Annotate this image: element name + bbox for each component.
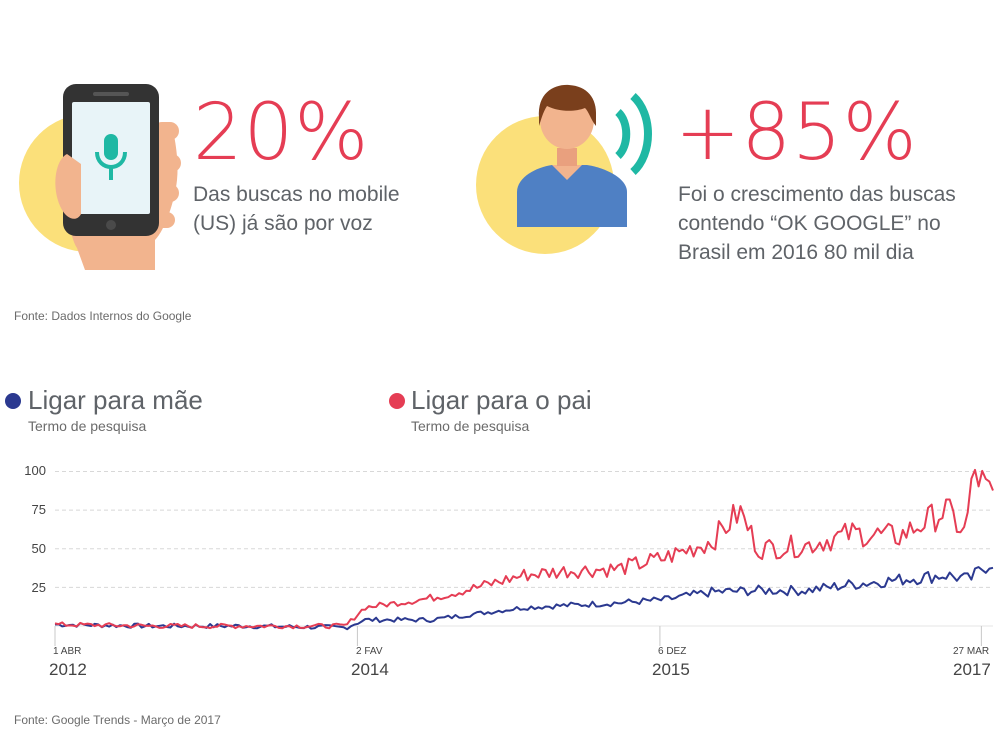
x-tick-day: 2 FAV (356, 646, 383, 657)
person-illustration (476, 84, 652, 254)
thumb (55, 154, 81, 219)
series-line-pai (54, 468, 994, 630)
x-tick-day: 27 MAR (953, 646, 990, 657)
stat-mobile-voice-value: 20% (193, 88, 370, 178)
stat-ok-google-desc-line: Brasil em 2016 80 mil dia (678, 241, 914, 264)
source-bottom: Fonte: Google Trends - Março de 2017 (14, 713, 221, 727)
y-tick-label: 75 (31, 502, 46, 517)
microphone-icon (95, 134, 127, 180)
legend-dot-mae (5, 393, 21, 409)
phone-illustration (19, 84, 181, 270)
trends-chart (54, 468, 994, 646)
source-top: Fonte: Dados Internos do Google (14, 309, 192, 323)
sound-waves-icon (614, 93, 652, 175)
x-tick-day: 1 ABR (53, 646, 82, 657)
x-tick-year: 2014 (351, 660, 389, 679)
x-tick-year: 2015 (652, 660, 690, 679)
y-tick-label: 25 (31, 580, 46, 595)
legend-sub-mae: Termo de pesquisa (28, 418, 147, 434)
series-line-mae (54, 566, 994, 631)
stat-ok-google-value: +85% (675, 88, 918, 178)
stat-ok-google-desc-line: Foi o crescimento das buscas (678, 183, 956, 206)
stat-mobile-voice-desc-line: (US) já são por voz (193, 212, 373, 235)
y-tick-label: 50 (31, 541, 46, 556)
x-tick-day: 6 DEZ (658, 646, 687, 657)
stat-ok-google-desc: Foi o crescimento das buscas contendo “O… (678, 180, 956, 267)
x-tick-year: 2012 (49, 660, 87, 679)
stat-ok-google-desc-line: contendo “OK GOOGLE” no (678, 212, 941, 235)
legend-dot-pai (389, 393, 405, 409)
person-icon (517, 84, 627, 227)
legend-sub-pai: Termo de pesquisa (411, 418, 530, 434)
x-tick-year: 2017 (953, 660, 991, 679)
legend-label-pai: Ligar para o pai (411, 385, 592, 415)
stat-mobile-voice-desc-line: Das buscas no mobile (193, 183, 400, 206)
stat-mobile-voice-desc: Das buscas no mobile (US) já são por voz (193, 180, 400, 238)
y-tick-label: 100 (24, 463, 46, 478)
legend-label-mae: Ligar para mãe (28, 385, 203, 415)
